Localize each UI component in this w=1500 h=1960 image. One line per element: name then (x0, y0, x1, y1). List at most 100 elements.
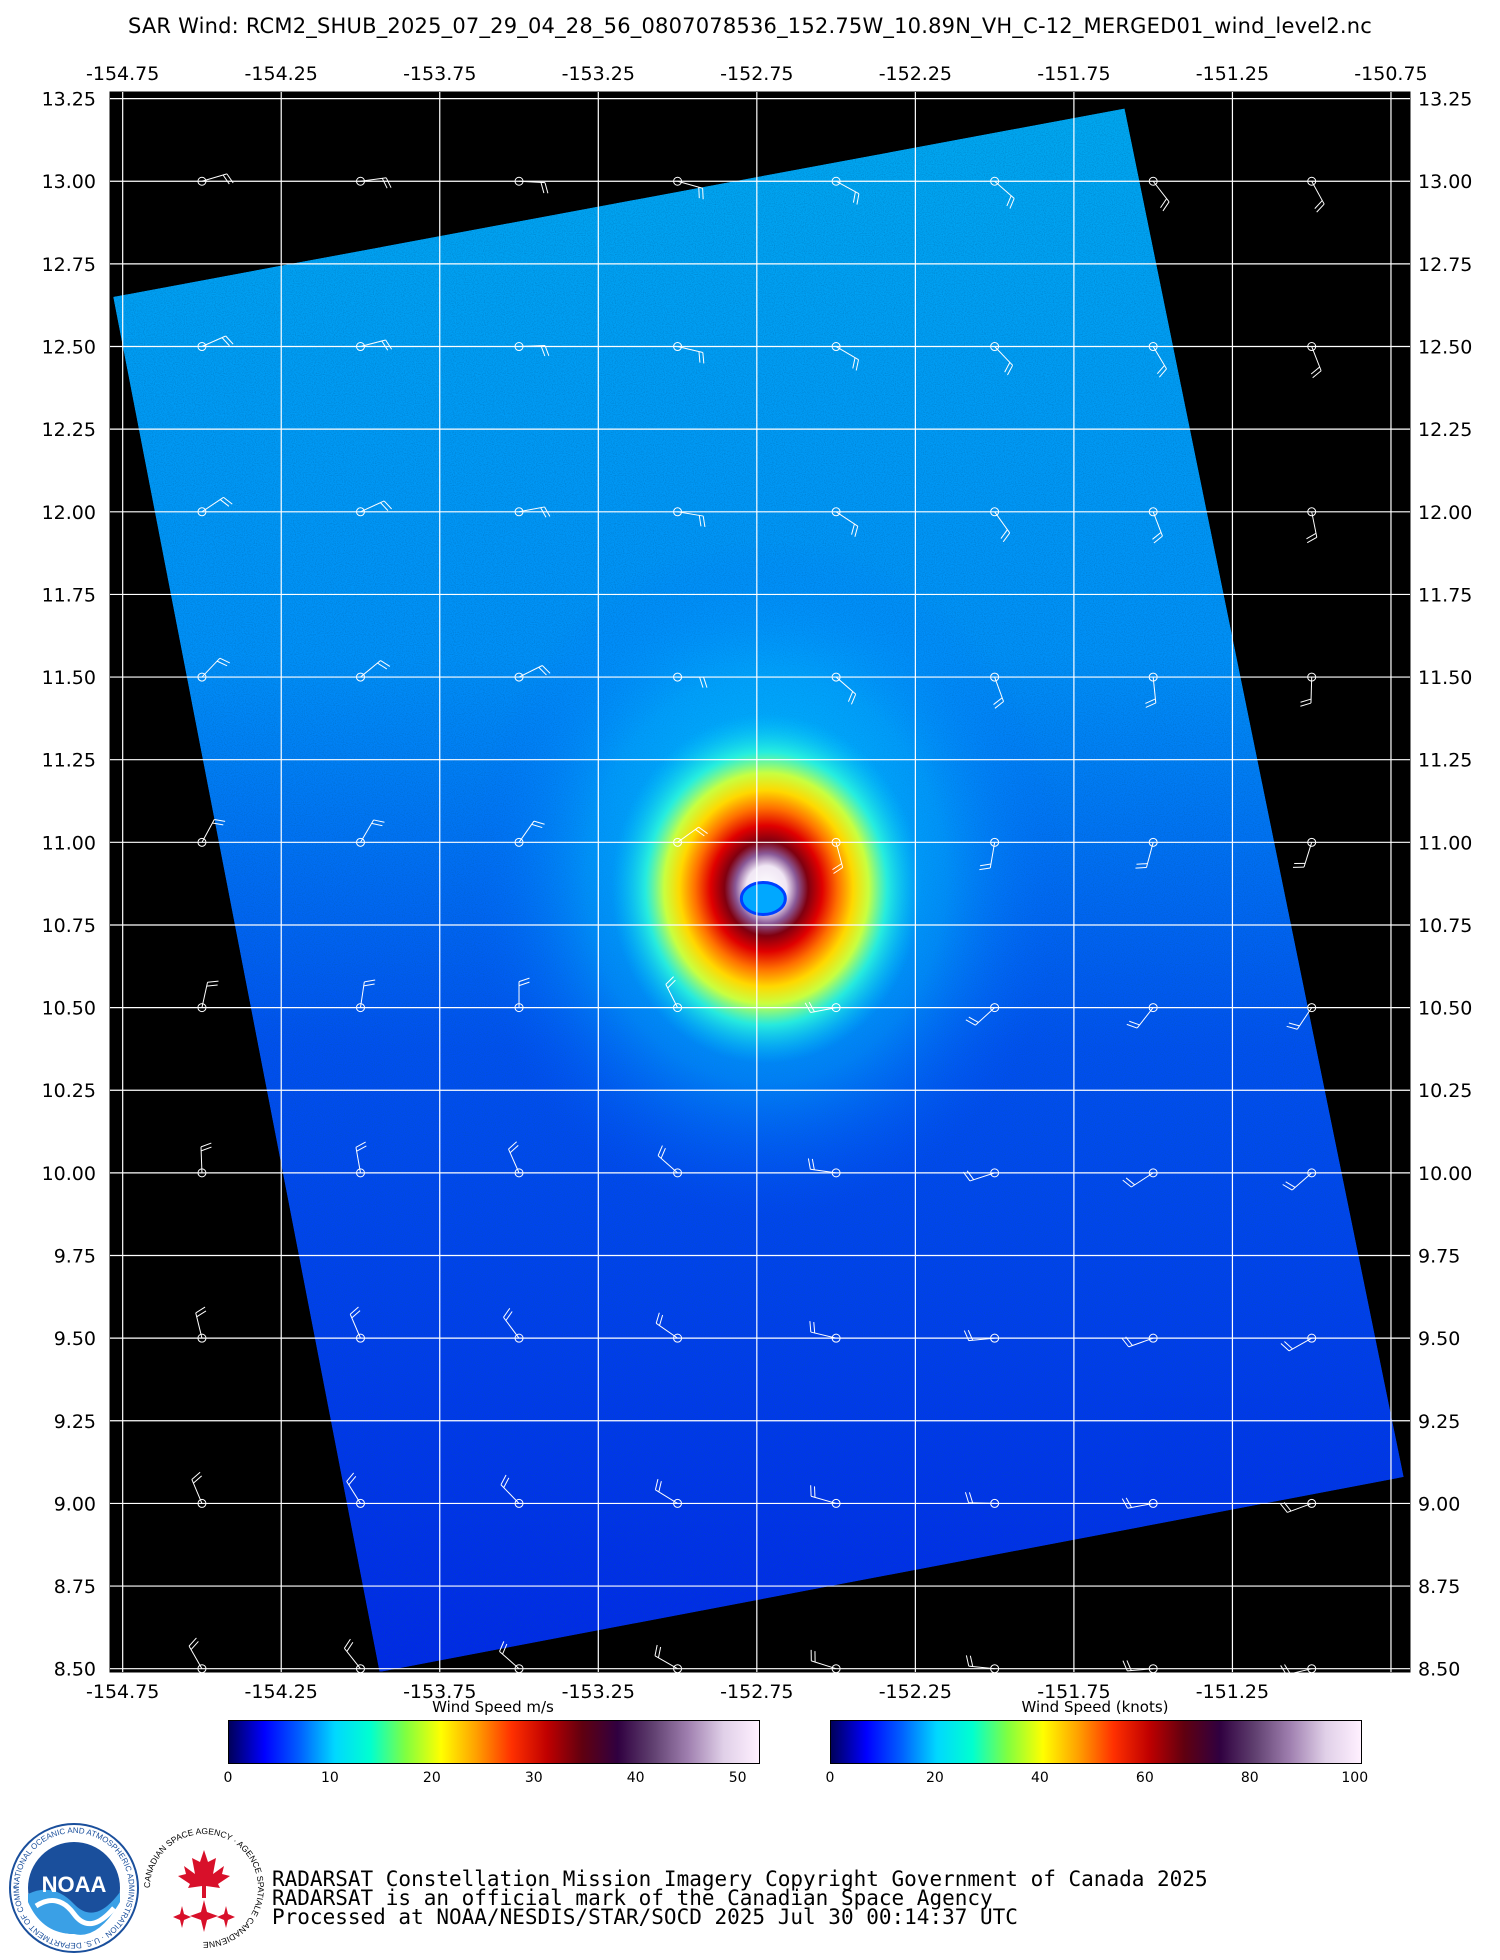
lon-tick-label: -151.25 (1196, 63, 1269, 85)
lat-tick-label: 9.50 (54, 1328, 96, 1350)
noaa-wordmark: NOAA (42, 1872, 107, 1897)
wind-barb (1300, 672, 1317, 707)
wind-barb (514, 342, 550, 357)
lat-tick-label: 8.50 (54, 1659, 96, 1681)
lat-tick-label: 12.50 (1418, 337, 1472, 359)
lon-tick-label: -154.25 (245, 1681, 318, 1700)
lon-tick-label: -150.75 (1354, 63, 1427, 85)
wind-barb (188, 1637, 207, 1674)
colorbar-tick-label: 0 (825, 1770, 835, 1786)
lat-tick-label: 12.00 (42, 502, 96, 524)
wind-barb (1280, 1664, 1317, 1676)
lat-tick-label: 11.50 (42, 667, 96, 689)
lat-tick-label: 9.25 (54, 1411, 96, 1433)
lat-tick-label: 10.50 (42, 998, 96, 1020)
lat-tick-label: 10.00 (1418, 1163, 1472, 1185)
wind-barb (1135, 837, 1158, 869)
wind-barb (673, 342, 705, 364)
wind-barb (355, 660, 391, 682)
lat-tick-label: 11.25 (1418, 750, 1472, 772)
wind-barb (514, 820, 545, 847)
wind-barb (990, 672, 1005, 709)
wind-barb (349, 1306, 365, 1343)
wind-barb (831, 342, 860, 371)
wind-barb (673, 176, 704, 200)
lon-tick-label: -153.25 (562, 1681, 635, 1700)
wind-barb (831, 672, 857, 705)
lat-tick-label: 9.00 (54, 1493, 96, 1515)
wind-barb (1280, 1333, 1317, 1352)
colorbar-tick-label: 40 (1030, 1770, 1049, 1786)
lat-tick-label: 13.00 (42, 171, 96, 193)
lon-tick-label: -152.25 (879, 63, 952, 85)
lat-tick-label: 10.25 (42, 1080, 96, 1102)
lon-tick-label: -151.75 (1037, 63, 1110, 85)
wind-barb (979, 837, 1000, 871)
lat-tick-label: 11.75 (42, 584, 96, 606)
wind-barb (197, 496, 233, 517)
wind-barb (807, 1158, 841, 1178)
wind-barb (990, 507, 1011, 543)
colorbar-tick-label: 100 (1341, 1770, 1369, 1786)
lat-tick-label: 10.75 (42, 915, 96, 937)
wind-barb (673, 507, 706, 528)
colorbar-tick-label: 50 (728, 1770, 747, 1786)
lat-tick-label: 13.25 (1418, 89, 1472, 111)
wind-barb (1148, 342, 1167, 378)
wind-barb (355, 819, 385, 847)
lat-tick-label: 10.75 (1418, 915, 1472, 937)
map-frame (109, 91, 1411, 1673)
lon-tick-label: -152.75 (720, 1681, 793, 1700)
wind-barb (962, 1168, 1000, 1182)
sar-wind-map: -154.75 -154.25 -153.75 -153.25 -152.75 -152.… (42, 63, 1473, 1700)
lon-tick-label: -152.75 (720, 63, 793, 85)
lon-tick-label: -152.25 (879, 1681, 952, 1700)
colorbar-tick-label: 30 (524, 1770, 543, 1786)
lat-tick-label: 12.25 (1418, 419, 1472, 441)
lon-tick-label: -151.75 (1037, 1681, 1110, 1700)
colorbar-knots-title: Wind Speed (knots) (1021, 1698, 1169, 1716)
lat-tick-label: 12.00 (1418, 502, 1472, 524)
latitude-labels-right: 13.25 13.00 12.75 12.50 12.25 12.00 11.75 11.50… (1418, 89, 1472, 1681)
colorbar-tick-label: 20 (926, 1770, 944, 1786)
wind-barb (654, 1478, 683, 1508)
star-icon (173, 1906, 191, 1928)
colorbar-knots (830, 1720, 1362, 1764)
wind-barb (965, 1655, 1000, 1674)
wind-barb (809, 1321, 841, 1343)
wind-barb (1307, 176, 1325, 213)
colorbar-tick-label: 80 (1240, 1770, 1259, 1786)
wind-barb (657, 1145, 683, 1178)
wind-barb (1286, 1003, 1317, 1030)
lat-tick-label: 9.00 (1418, 1493, 1460, 1515)
wind-barb (514, 977, 530, 1013)
lat-tick-label: 9.75 (54, 1246, 96, 1268)
wind-barb (831, 837, 844, 874)
wind-barb (1306, 507, 1318, 544)
lon-tick-label: -154.75 (86, 63, 159, 85)
longitude-labels-top: -154.75 -154.25 -153.75 -153.25 -152.75 -152.… (86, 63, 1428, 85)
wind-barb (665, 976, 683, 1013)
lat-tick-label: 10.50 (1418, 998, 1472, 1020)
lat-tick-label: 9.75 (1418, 1246, 1460, 1268)
csa-logo: CANADIAN SPACE AGENCY · AGENCE SPATIALE … (140, 1824, 268, 1952)
lat-tick-label: 12.75 (42, 254, 96, 276)
colorbar-tick-label: 40 (626, 1770, 645, 1786)
wind-barb (1145, 672, 1158, 708)
noaa-logo: NOAA NATIONAL OCEANIC AND ATMOSPHERIC AD… (8, 1822, 139, 1953)
wind-barb (1122, 1168, 1158, 1188)
wind-barb (673, 826, 708, 847)
wind-barb (191, 1471, 207, 1508)
wind-barb (1121, 1497, 1158, 1509)
credit-line-copyright: RADARSAT Constellation Mission Imagery C… (272, 1867, 1208, 1891)
wind-barb (804, 1001, 841, 1013)
wind-barb (810, 1649, 841, 1674)
wind-barb (514, 506, 551, 518)
wind-barb (1148, 507, 1163, 544)
wind-barb (964, 1492, 1000, 1508)
wind-barb (500, 1474, 524, 1508)
wind-barb (355, 979, 376, 1013)
wind-barb (963, 1330, 1000, 1343)
wind-barb (355, 339, 393, 352)
lon-tick-label: -153.75 (403, 1681, 476, 1700)
